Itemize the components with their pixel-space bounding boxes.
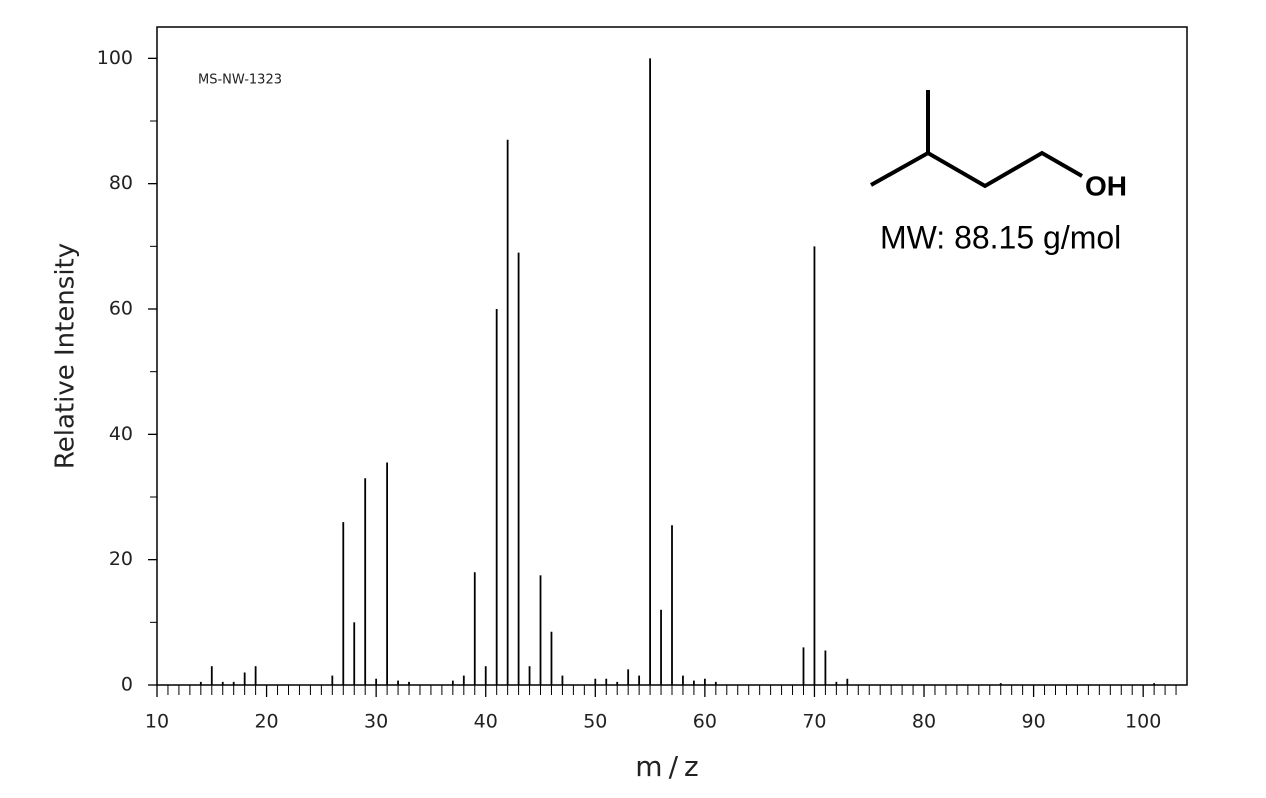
y-axis-label: Relative Intensity	[51, 243, 81, 469]
x-tick-label: 40	[474, 711, 498, 733]
x-tick-label: 50	[583, 711, 607, 733]
x-tick-label: 70	[802, 711, 826, 733]
y-tick-label: 0	[121, 674, 133, 696]
x-tick-label: 100	[1125, 711, 1161, 733]
x-tick-label: 80	[912, 711, 936, 733]
y-tick-label: 60	[109, 298, 133, 320]
y-tick-label: 20	[109, 548, 133, 570]
x-tick-label: 90	[1022, 711, 1046, 733]
x-tick-label: 30	[364, 711, 388, 733]
annotation: MS-NW-1323	[198, 73, 282, 88]
y-tick-label: 100	[97, 47, 133, 69]
x-tick-label: 60	[693, 711, 717, 733]
y-tick-label: 40	[109, 423, 133, 445]
x-axis-label: m/z	[635, 750, 704, 783]
mw-label: MW: 88.15 g/mol	[880, 219, 1121, 255]
x-tick-label: 20	[254, 711, 278, 733]
x-tick-label: 10	[145, 711, 169, 733]
molecule-bond	[870, 150, 1083, 189]
structure-label: OH	[1085, 170, 1127, 201]
y-tick-label: 80	[109, 172, 133, 194]
